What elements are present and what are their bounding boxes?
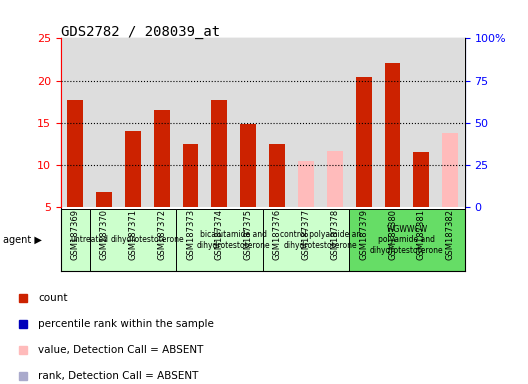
Bar <box>147 209 176 271</box>
Bar <box>413 152 429 207</box>
Bar <box>349 38 378 207</box>
Bar <box>96 192 112 207</box>
Text: untreated: untreated <box>71 235 109 245</box>
Bar <box>205 209 234 271</box>
Text: agent ▶: agent ▶ <box>3 235 42 245</box>
Bar <box>67 100 83 207</box>
Bar <box>407 209 436 271</box>
Bar <box>327 151 343 207</box>
Text: value, Detection Call = ABSENT: value, Detection Call = ABSENT <box>39 345 204 355</box>
Bar <box>118 209 147 271</box>
Text: dihydrotestoterone: dihydrotestoterone <box>110 235 184 245</box>
Bar <box>205 38 234 207</box>
Bar <box>320 209 349 271</box>
Bar <box>320 38 349 207</box>
Bar <box>349 209 378 271</box>
Bar <box>234 209 263 271</box>
Bar <box>118 38 147 207</box>
Bar <box>356 77 372 207</box>
Bar <box>240 124 256 207</box>
Bar <box>234 38 263 207</box>
Bar <box>298 161 314 207</box>
Bar <box>378 38 407 207</box>
Bar <box>90 209 118 271</box>
Bar <box>349 209 465 271</box>
Bar <box>90 38 118 207</box>
Text: GDS2782 / 208039_at: GDS2782 / 208039_at <box>61 25 220 39</box>
Bar <box>90 209 205 271</box>
Bar <box>384 63 400 207</box>
Bar <box>269 144 285 207</box>
Bar <box>125 131 141 207</box>
Bar <box>61 38 90 207</box>
Bar <box>176 38 205 207</box>
Bar <box>61 209 90 271</box>
Bar <box>262 209 378 271</box>
Text: WGWWCW
polyamide and
dihydrotestoterone: WGWWCW polyamide and dihydrotestoterone <box>370 225 444 255</box>
Bar <box>183 144 199 207</box>
Text: count: count <box>39 293 68 303</box>
Text: rank, Detection Call = ABSENT: rank, Detection Call = ABSENT <box>39 371 199 381</box>
Bar <box>212 100 228 207</box>
Bar <box>291 38 320 207</box>
Bar <box>147 38 176 207</box>
Bar <box>176 209 205 271</box>
Bar <box>262 209 291 271</box>
Bar <box>436 209 465 271</box>
Bar <box>291 209 320 271</box>
Bar <box>61 209 118 271</box>
Bar <box>378 209 407 271</box>
Bar <box>176 209 291 271</box>
Text: bicalutamide and
dihydrotestoterone: bicalutamide and dihydrotestoterone <box>197 230 271 250</box>
Bar <box>407 38 436 207</box>
Bar <box>442 133 458 207</box>
Text: control polyamide an
dihydrotestoterone: control polyamide an dihydrotestoterone <box>280 230 361 250</box>
Bar <box>154 110 169 207</box>
Text: percentile rank within the sample: percentile rank within the sample <box>39 319 214 329</box>
Bar <box>262 38 291 207</box>
Bar <box>436 38 465 207</box>
